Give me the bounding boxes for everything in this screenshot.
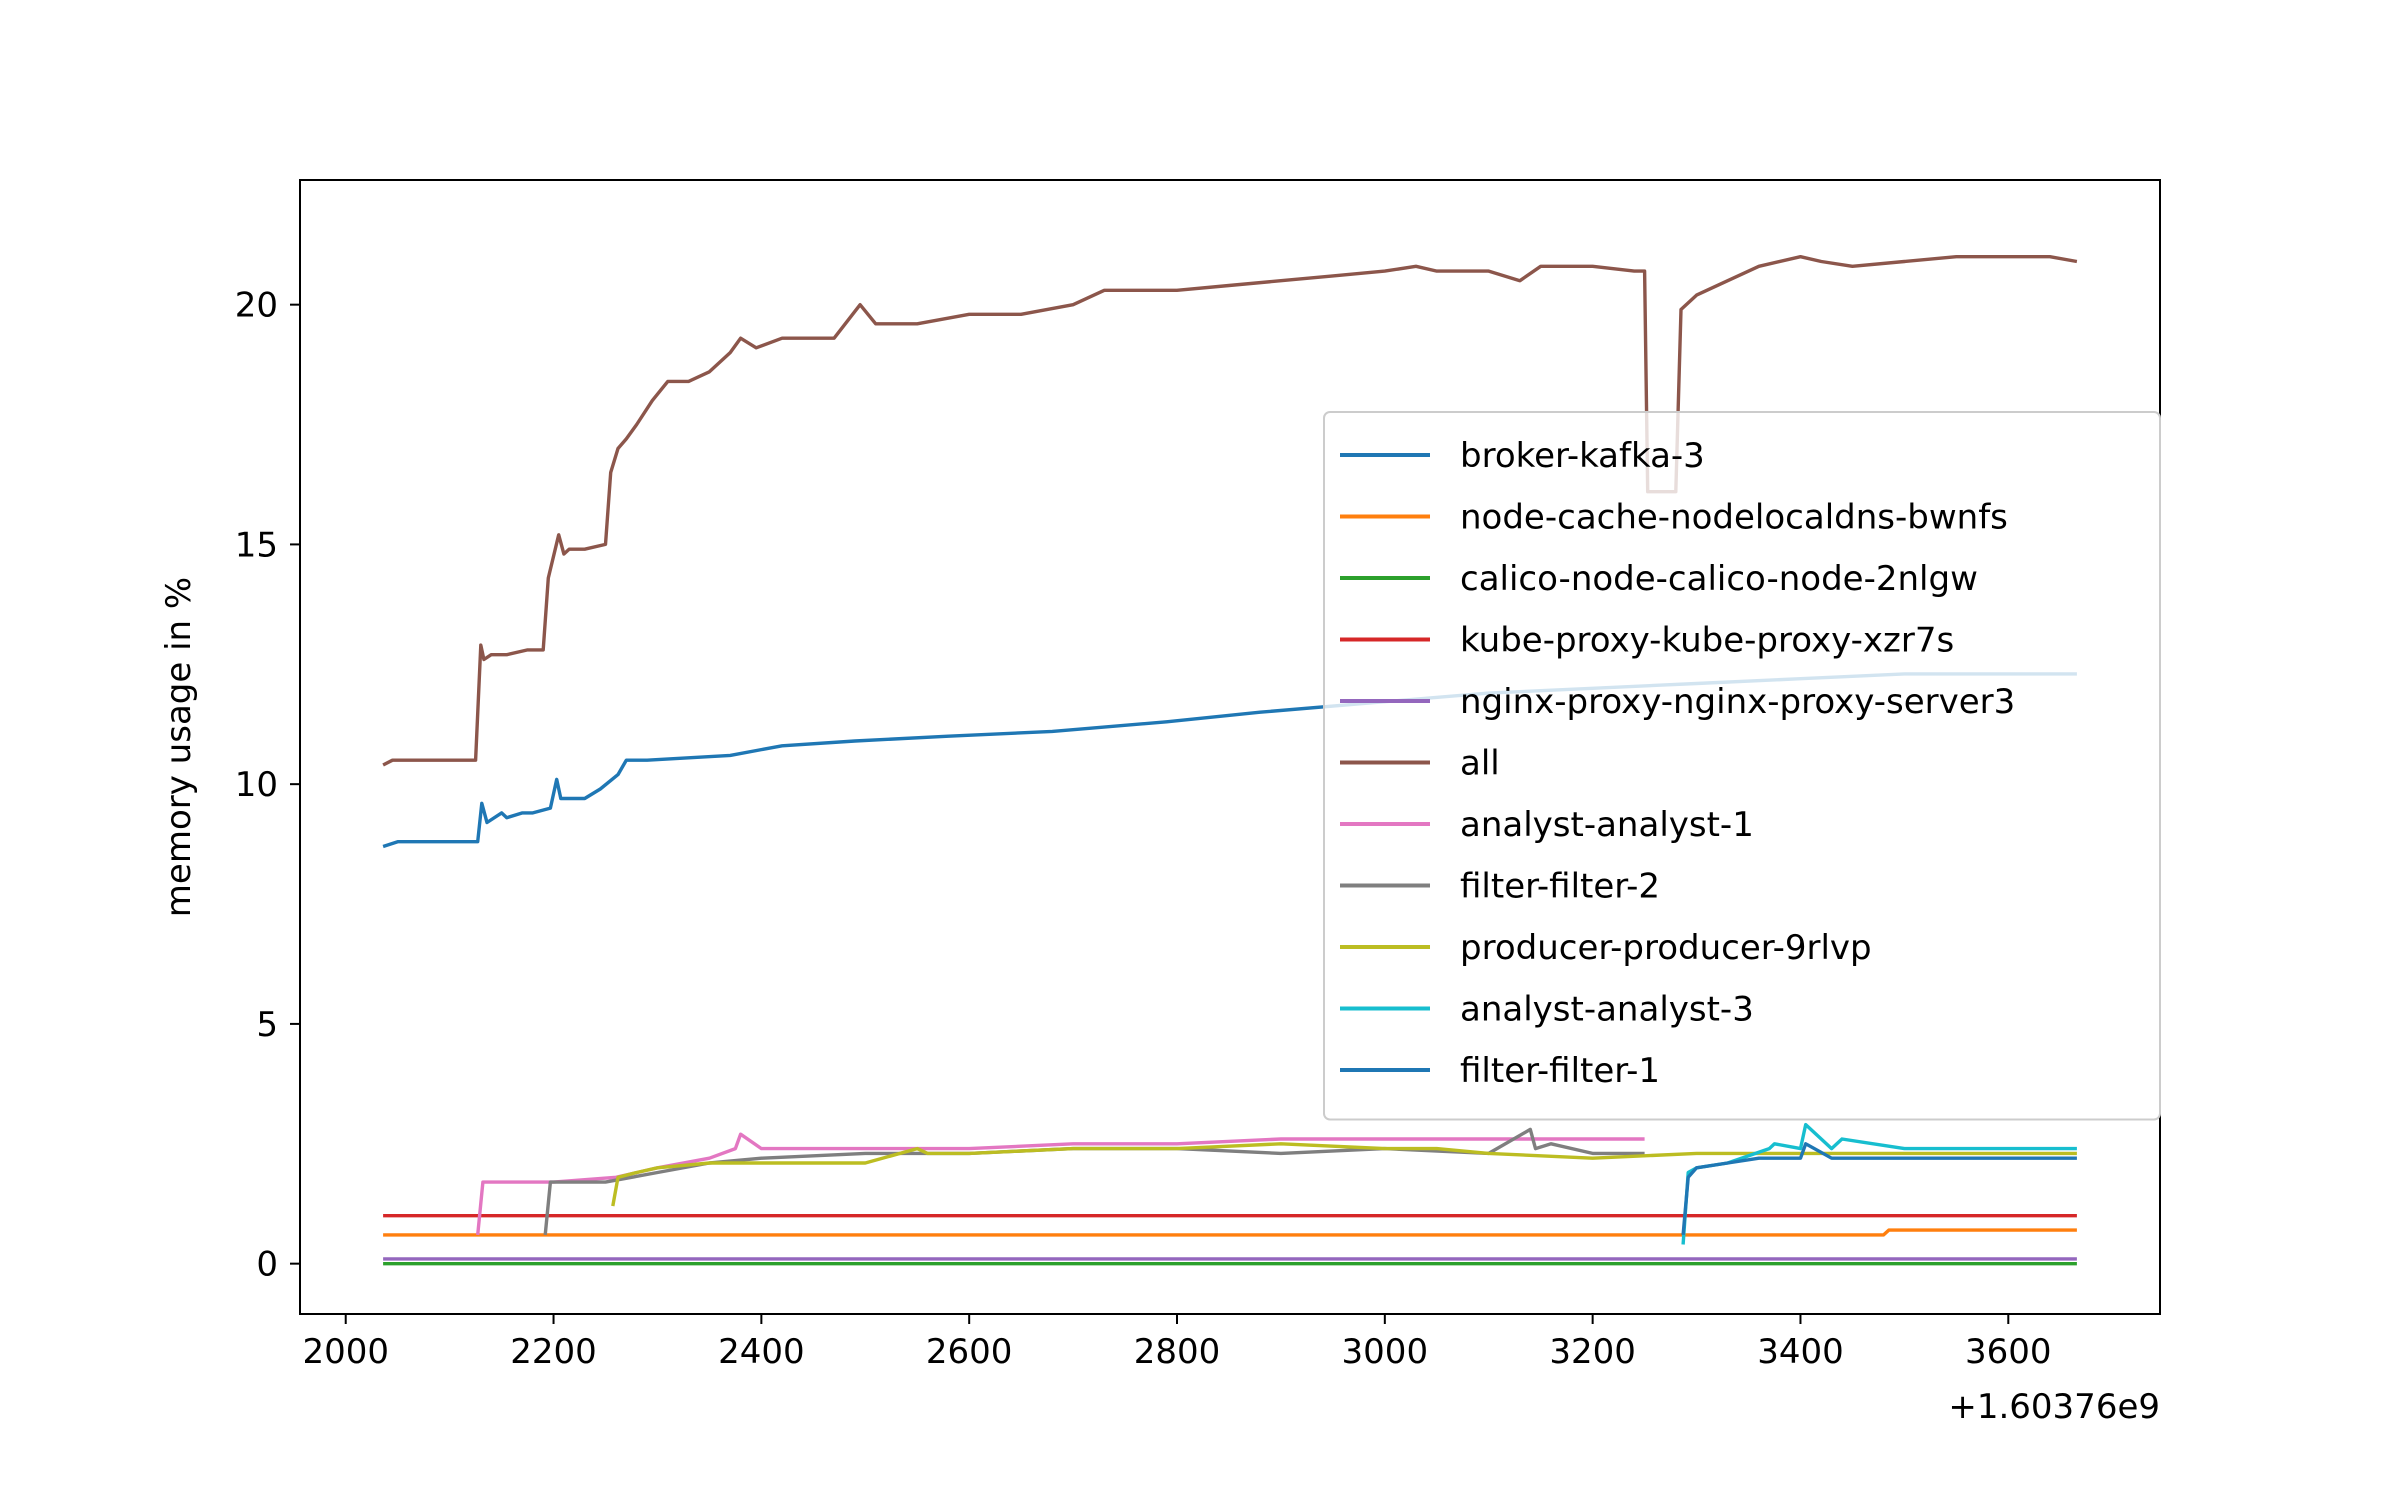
x-tick-label: 2200 [510, 1332, 597, 1372]
x-tick-label: 2800 [1134, 1332, 1221, 1372]
legend-box [1323, 411, 2161, 1121]
legend: broker-kafka-3 node-cache-nodelocaldns-bw… [1323, 411, 2161, 1121]
legend-label: nginx-proxy-nginx-proxy-server3 [1460, 682, 2015, 722]
legend-label: calico-node-calico-node-2nlgw [1460, 559, 1978, 599]
x-tick-label: 2600 [926, 1332, 1013, 1372]
y-tick-label: 5 [256, 1005, 278, 1045]
legend-label: analyst-analyst-3 [1460, 990, 1754, 1030]
y-axis-label: memory usage in % [159, 577, 199, 917]
legend-label: node-cache-nodelocaldns-bwnfs [1460, 498, 2008, 538]
legend-label: analyst-analyst-1 [1460, 805, 1754, 845]
series-line-10 [1681, 1142, 2077, 1236]
x-tick-label: 2400 [718, 1332, 805, 1372]
x-axis: 2000 2200 2400 2600 2800 3000 3200 3400 3600 [302, 1314, 2052, 1372]
x-tick-label: 3600 [1965, 1332, 2052, 1372]
x-offset-label: +1.60376e9 [1948, 1387, 2160, 1427]
x-tick-label: 3400 [1757, 1332, 1844, 1372]
y-tick-label: 10 [235, 765, 278, 805]
legend-label: broker-kafka-3 [1460, 436, 1705, 476]
series-layer [382, 255, 2078, 1266]
y-tick-label: 15 [235, 525, 278, 565]
legend-label: all [1460, 744, 1500, 784]
legend-label: kube-proxy-kube-proxy-xzr7s [1460, 621, 1954, 661]
x-tick-label: 3000 [1342, 1332, 1429, 1372]
y-tick-label: 0 [256, 1245, 278, 1285]
series-line-6 [476, 1132, 1645, 1236]
legend-label: filter-filter-1 [1460, 1051, 1660, 1091]
x-tick-label: 3200 [1549, 1332, 1636, 1372]
series-line-1 [383, 1228, 2077, 1237]
y-axis: 0 5 10 15 20 [235, 286, 300, 1285]
x-tick-label: 2000 [302, 1332, 389, 1372]
series-line-8 [611, 1142, 2077, 1207]
series-line-9 [1681, 1122, 2077, 1245]
series-line-5 [382, 255, 2078, 767]
legend-label: filter-filter-2 [1460, 867, 1660, 907]
y-tick-label: 20 [235, 286, 278, 326]
legend-label: producer-producer-9rlvp [1460, 928, 1872, 968]
